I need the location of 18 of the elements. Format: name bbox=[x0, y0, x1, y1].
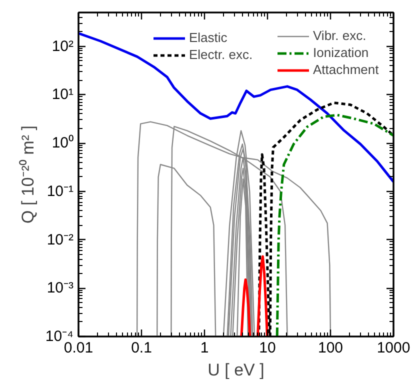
y-tick-label: 10⁻³ bbox=[46, 280, 74, 297]
legend-label: Attachment bbox=[313, 62, 379, 77]
y-tick-label: 10⁰ bbox=[52, 134, 74, 152]
y-tick-label: 10¹ bbox=[52, 86, 74, 104]
x-tick-label: 1000 bbox=[376, 340, 410, 356]
legend-label: Electr. exc. bbox=[189, 47, 253, 62]
y-axis-title: Q [ 10⁻²⁰ m² ] bbox=[18, 126, 38, 224]
x-tick-label: 0.1 bbox=[131, 340, 152, 356]
x-tick-label: 1 bbox=[200, 340, 209, 356]
legend-label: Ionization bbox=[313, 45, 369, 60]
y-tick-label: 10⁻² bbox=[46, 231, 74, 248]
y-tick-label: 10² bbox=[52, 38, 74, 55]
y-tick-label: 10⁻¹ bbox=[46, 182, 74, 200]
x-tick-label: 10 bbox=[259, 340, 276, 356]
legend-label: Elastic bbox=[189, 30, 228, 45]
legend-label: Vibr. exc. bbox=[313, 28, 366, 43]
x-tick-label: 100 bbox=[318, 340, 344, 356]
x-axis-title: U [ eV ] bbox=[208, 360, 264, 380]
